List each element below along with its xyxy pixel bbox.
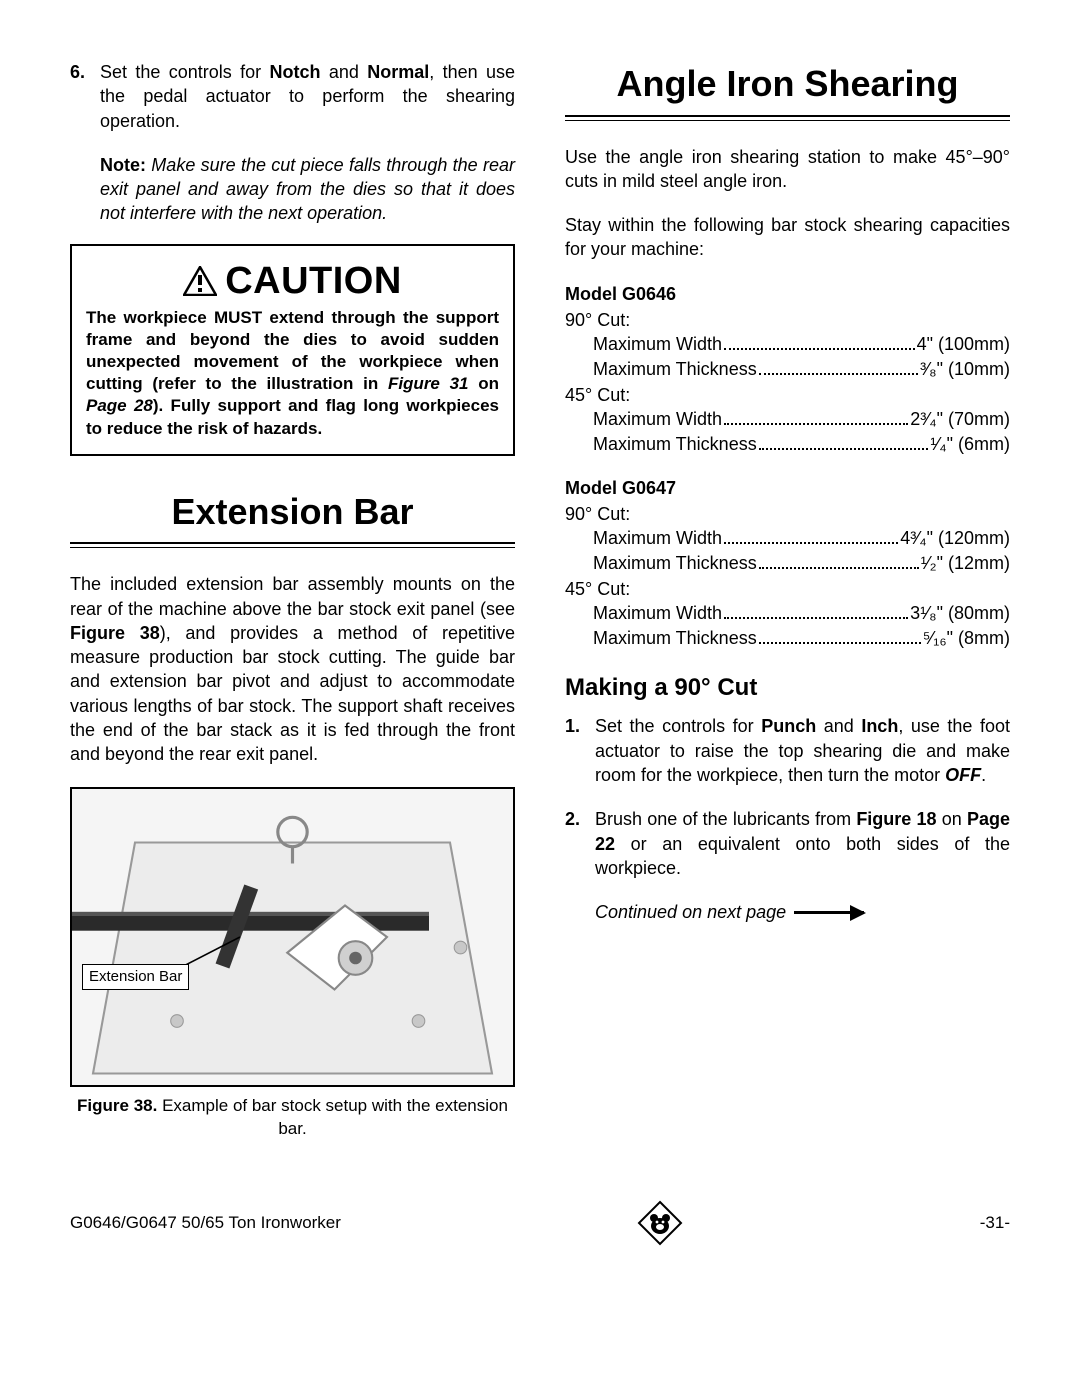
spec-line: Maximum Thickness¹⁄₂" (12mm) [565, 551, 1010, 575]
title-rule-2b [565, 120, 1010, 121]
step-text: Set the controls for Punch and Inch, use… [595, 714, 1010, 787]
spec-line: Maximum Width4³⁄₄" (120mm) [565, 526, 1010, 550]
step-number: 2. [565, 807, 595, 880]
title-rule-1 [70, 542, 515, 544]
spec-line: Maximum Thickness³⁄₈" (10mm) [565, 357, 1010, 381]
spec-line: Maximum Width4" (100mm) [565, 332, 1010, 356]
model-spec-block: Model G064790° Cut:Maximum Width4³⁄₄" (1… [565, 476, 1010, 650]
cut-label: 45° Cut: [565, 383, 1010, 407]
step-1: 1. Set the controls for Punch and Inch, … [565, 714, 1010, 787]
caution-heading: CAUTION [86, 256, 499, 307]
spec-line: Maximum Thickness⁵⁄₁₆" (8mm) [565, 626, 1010, 650]
extension-bar-paragraph: The included extension bar assembly moun… [70, 572, 515, 766]
cut-label: 45° Cut: [565, 577, 1010, 601]
page-footer: G0646/G0647 50/65 Ton Ironworker -31- [70, 1200, 1010, 1246]
model-spec-block: Model G064690° Cut:Maximum Width4" (100m… [565, 282, 1010, 456]
arrow-icon [794, 911, 864, 914]
warning-icon [183, 266, 217, 296]
continued-note: Continued on next page [595, 900, 1010, 924]
model-name: Model G0646 [565, 282, 1010, 306]
note-label: Note: [100, 155, 146, 175]
figure-38-caption: Figure 38. Example of bar stock setup wi… [70, 1095, 515, 1141]
model-name: Model G0647 [565, 476, 1010, 500]
step-6: 6. Set the controls for Notch and Normal… [70, 60, 515, 133]
caution-box: CAUTION The workpiece MUST extend throug… [70, 244, 515, 456]
right-column: Angle Iron Shearing Use the angle iron s… [565, 60, 1010, 1140]
step-text: Brush one of the lubricants from Figure … [595, 807, 1010, 880]
title-rule-2 [70, 547, 515, 548]
step-2: 2. Brush one of the lubricants from Figu… [565, 807, 1010, 880]
note-text: Make sure the cut piece falls through th… [100, 155, 515, 224]
step-text: Set the controls for Notch and Normal, t… [100, 60, 515, 133]
note-block: Note: Make sure the cut piece falls thro… [100, 153, 515, 226]
extension-bar-title: Extension Bar [70, 488, 515, 537]
intro-paragraph-2: Stay within the following bar stock shea… [565, 213, 1010, 262]
models-specs: Model G064690° Cut:Maximum Width4" (100m… [565, 282, 1010, 650]
step-number: 6. [70, 60, 100, 133]
footer-left: G0646/G0647 50/65 Ton Ironworker [70, 1212, 341, 1235]
cut-label: 90° Cut: [565, 502, 1010, 526]
spec-line: Maximum Width2³⁄₄" (70mm) [565, 407, 1010, 431]
step-number: 1. [565, 714, 595, 787]
intro-paragraph-1: Use the angle iron shearing station to m… [565, 145, 1010, 194]
footer-right: -31- [980, 1212, 1010, 1235]
bear-logo-icon [637, 1200, 683, 1246]
angle-iron-title: Angle Iron Shearing [565, 60, 1010, 109]
two-column-layout: 6. Set the controls for Notch and Normal… [70, 60, 1010, 1140]
spec-line: Maximum Width3¹⁄₈" (80mm) [565, 601, 1010, 625]
figure-38-image: Extension Bar [70, 787, 515, 1087]
making-90-cut-title: Making a 90° Cut [565, 672, 1010, 704]
left-column: 6. Set the controls for Notch and Normal… [70, 60, 515, 1140]
spec-line: Maximum Thickness¹⁄₄" (6mm) [565, 432, 1010, 456]
figure-callout-label: Extension Bar [82, 964, 189, 990]
cut-label: 90° Cut: [565, 308, 1010, 332]
title-rule-1b [565, 115, 1010, 117]
caution-body: The workpiece MUST extend through the su… [86, 307, 499, 440]
